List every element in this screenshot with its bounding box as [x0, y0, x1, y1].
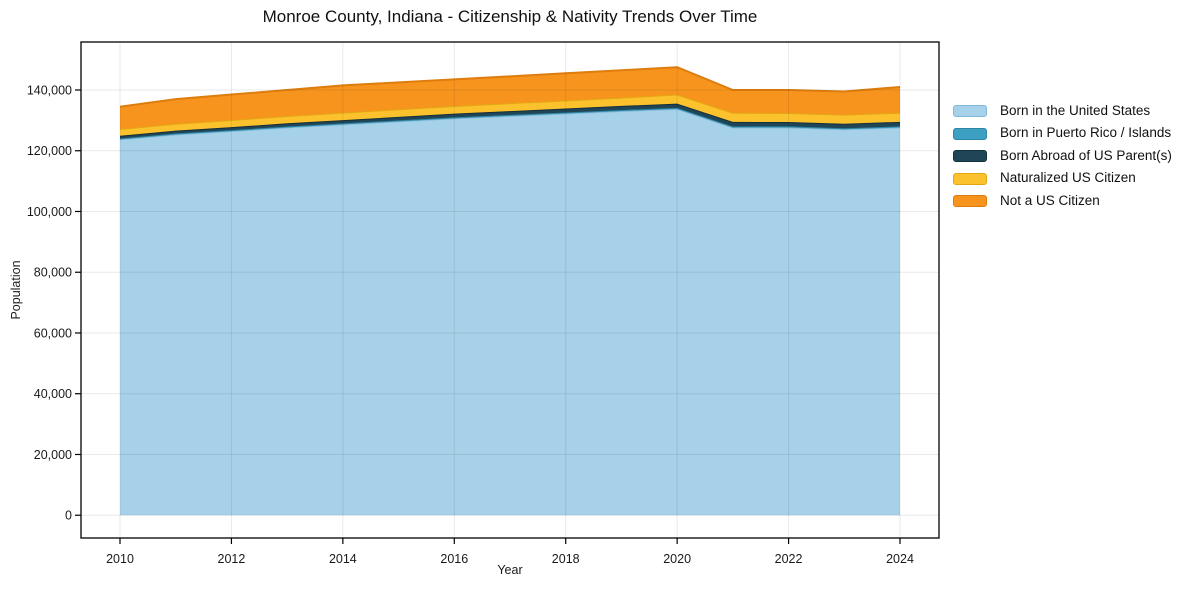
y-tick-label: 80,000 [34, 266, 72, 280]
legend-label: Naturalized US Citizen [1000, 170, 1136, 186]
x-tick-label: 2022 [775, 552, 803, 566]
x-tick-label: 2016 [440, 552, 468, 566]
y-tick-label: 140,000 [27, 83, 72, 97]
legend-item-not-a-us-citizen: Not a US Citizen [953, 193, 1172, 209]
legend-label: Born in the United States [1000, 103, 1151, 118]
legend-label: Born in Puerto Rico / Islands [1000, 125, 1172, 141]
legend-swatch [953, 195, 987, 208]
legend-item-born-abroad-of-us-parent-s: Born Abroad of US Parent(s) [953, 148, 1172, 164]
legend-item-born-in-puerto-rico-islands: Born in Puerto Rico / Islands [953, 125, 1172, 141]
chart-title: Monroe County, Indiana - Citizenship & N… [262, 7, 758, 26]
x-tick-label: 2014 [329, 552, 357, 566]
legend-swatch [953, 172, 987, 185]
legend: Born in the United States Born in Puerto … [953, 103, 1172, 209]
x-tick-label: 2024 [886, 552, 914, 566]
x-tick-label: 2018 [552, 552, 580, 566]
legend-swatch [953, 127, 987, 140]
areas [119, 66, 901, 516]
y-tick-label: 0 [65, 509, 72, 523]
legend-label: Born Abroad of US Parent(s) [1000, 147, 1172, 163]
y-tick-label: 100,000 [27, 205, 72, 219]
y-tick-label: 40,000 [34, 387, 72, 401]
legend-item-born-in-the-united-states: Born in the United States [953, 103, 1172, 119]
y-tick-label: 60,000 [34, 326, 72, 340]
area-edge-not-a-us-citizen [119, 66, 901, 108]
y-tick-label: 120,000 [27, 144, 72, 158]
x-tick-label: 2012 [218, 552, 246, 566]
area-not-a-us-citizen [120, 67, 900, 130]
y-tick-label: 20,000 [34, 448, 72, 462]
x-tick-label: 2010 [106, 552, 134, 566]
legend-swatch [953, 150, 987, 163]
area-born-in-the-united-states [120, 108, 900, 516]
gridlines [81, 42, 939, 538]
x-axis-label: Year [497, 563, 523, 577]
legend-item-naturalized-us-citizen: Naturalized US Citizen [953, 170, 1172, 186]
legend-swatch [953, 105, 987, 118]
area-naturalized-us-citizen [120, 94, 900, 136]
legend-label: Not a US Citizen [1000, 192, 1100, 208]
plot-frame [80, 41, 940, 539]
x-tick-label: 2020 [663, 552, 691, 566]
tick-marks [75, 89, 901, 544]
